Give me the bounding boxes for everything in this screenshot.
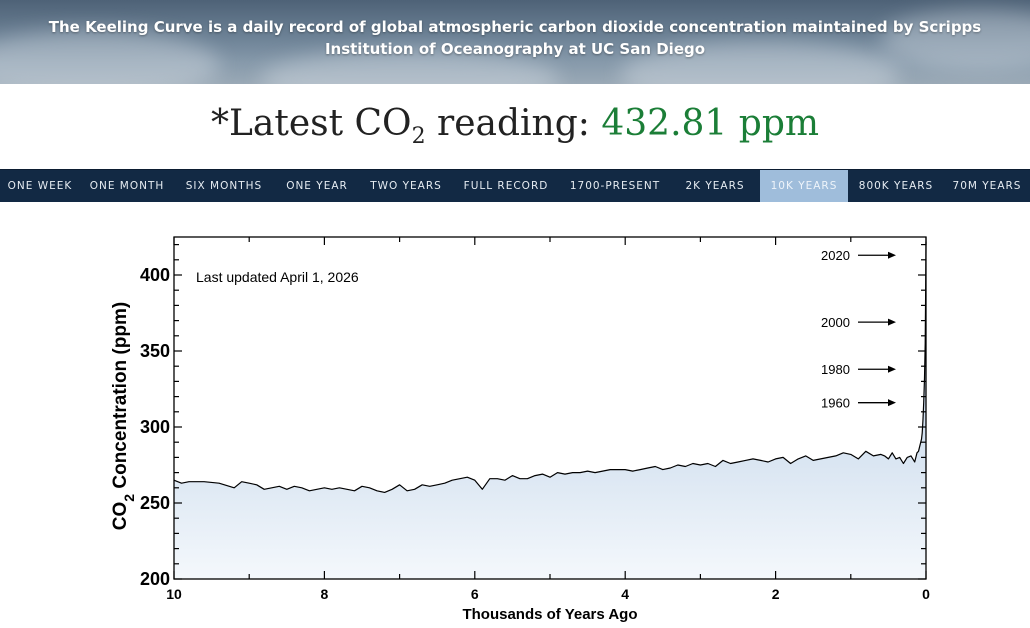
reading-subscript: 2 (411, 124, 426, 149)
year-arrow-label: 2020 (821, 248, 850, 263)
header-banner: The Keeling Curve is a daily record of g… (0, 0, 1030, 84)
x-tick-label: 4 (621, 586, 629, 602)
x-tick-label: 0 (922, 586, 930, 602)
x-tick-label: 2 (772, 586, 780, 602)
year-arrow-label: 1980 (821, 362, 850, 377)
tab-1700-present[interactable]: 1700-PRESENT (569, 180, 661, 192)
tab-800k-years[interactable]: 800K YEARS (858, 180, 934, 192)
co2-area-fill (174, 241, 926, 579)
x-tick-label: 6 (471, 586, 479, 602)
latest-reading: *Latest CO2 reading: 432.81 ppm (0, 100, 1030, 152)
tab-10k-years[interactable]: 10K YEARS (760, 170, 848, 202)
range-navbar: ONE WEEK ONE MONTH SIX MONTHS ONE YEAR T… (0, 169, 1030, 202)
y-tick-label: 400 (140, 265, 170, 285)
tab-two-years[interactable]: TWO YEARS (370, 180, 442, 192)
tab-one-month[interactable]: ONE MONTH (89, 180, 165, 192)
tab-one-year[interactable]: ONE YEAR (286, 180, 348, 192)
year-arrow-head (888, 399, 896, 407)
year-arrow-head (888, 318, 896, 326)
y-axis-label: CO2 Concentration (ppm) (110, 302, 137, 530)
banner-description: The Keeling Curve is a daily record of g… (48, 18, 982, 58)
y-axis-label-rest: Concentration (ppm) (110, 302, 131, 494)
year-arrow-label: 2000 (821, 315, 850, 330)
reading-middle: reading: (425, 103, 602, 144)
year-arrow-head (888, 365, 896, 373)
x-tick-label: 8 (321, 586, 329, 602)
co2-series-line (173, 241, 927, 493)
last-updated-annotation: Last updated April 1, 2026 (196, 269, 359, 285)
tab-2k-years[interactable]: 2K YEARS (685, 180, 745, 192)
x-tick-label: 10 (166, 586, 182, 602)
tab-six-months[interactable]: SIX MONTHS (185, 180, 263, 192)
y-tick-label: 300 (140, 417, 170, 437)
year-arrow-head (888, 251, 896, 259)
y-tick-label: 200 (140, 569, 170, 589)
y-tick-label: 250 (140, 493, 170, 513)
y-axis-label-sub: 2 (121, 494, 137, 502)
year-arrow-label: 1960 (821, 396, 850, 411)
tab-full-record[interactable]: FULL RECORD (463, 180, 549, 192)
x-axis-label: Thousands of Years Ago (462, 606, 637, 623)
tab-70m-years[interactable]: 70M YEARS (952, 180, 1022, 192)
reading-prefix: *Latest CO (210, 103, 412, 144)
y-axis-label-main: CO (110, 502, 131, 531)
reading-value: 432.81 ppm (601, 103, 819, 144)
tab-one-week[interactable]: ONE WEEK (7, 180, 73, 192)
y-tick-label: 350 (140, 341, 170, 361)
